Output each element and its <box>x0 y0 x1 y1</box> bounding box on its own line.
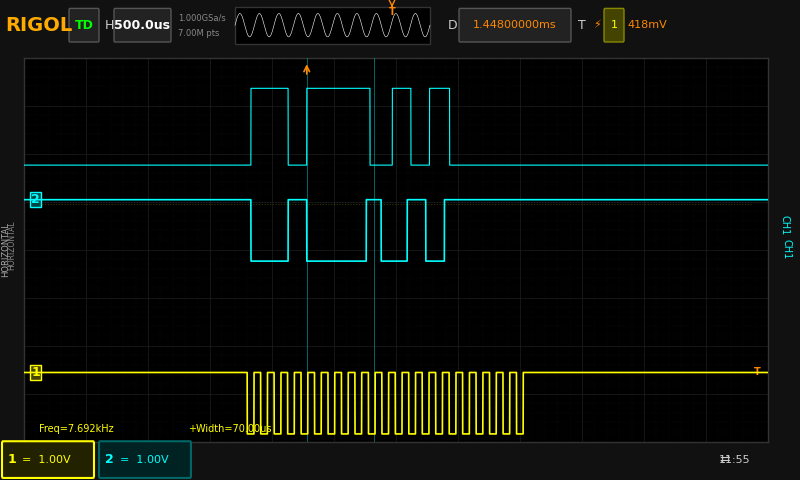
Text: 1: 1 <box>610 20 618 30</box>
FancyBboxPatch shape <box>69 8 99 42</box>
Text: T: T <box>754 368 761 377</box>
Text: 1: 1 <box>8 453 17 466</box>
Text: Freq=7.692kHz: Freq=7.692kHz <box>39 424 114 434</box>
Text: T: T <box>389 7 395 17</box>
FancyBboxPatch shape <box>2 441 94 478</box>
FancyBboxPatch shape <box>459 8 571 42</box>
FancyBboxPatch shape <box>604 8 624 42</box>
Text: CH1: CH1 <box>779 215 789 236</box>
Bar <box>235 7 430 44</box>
Text: D: D <box>448 19 458 32</box>
FancyBboxPatch shape <box>114 8 171 42</box>
Text: 418mV: 418mV <box>627 20 666 30</box>
Text: 1.000GSa/s: 1.000GSa/s <box>178 14 226 23</box>
Text: ⇌: ⇌ <box>719 453 730 466</box>
Text: 1.44800000ms: 1.44800000ms <box>473 20 557 30</box>
Text: 1: 1 <box>31 366 40 379</box>
Text: RIGOL: RIGOL <box>5 16 72 35</box>
Text: 2: 2 <box>31 193 40 206</box>
Text: +Width=70.00us: +Width=70.00us <box>188 424 271 434</box>
Text: 7.00M pts: 7.00M pts <box>178 29 219 38</box>
Text: HORIZONTAL: HORIZONTAL <box>1 222 10 277</box>
FancyBboxPatch shape <box>99 441 191 478</box>
Text: 11:55: 11:55 <box>718 455 750 465</box>
Text: =  1.00V: = 1.00V <box>120 455 169 465</box>
Text: H: H <box>105 19 114 32</box>
Text: T: T <box>578 19 586 32</box>
Text: 2: 2 <box>105 453 114 466</box>
Text: TD: TD <box>74 19 94 32</box>
Text: 500.0us: 500.0us <box>114 19 170 32</box>
Text: CH1: CH1 <box>782 240 792 260</box>
Text: ⚡: ⚡ <box>593 20 601 30</box>
Text: =  1.00V: = 1.00V <box>22 455 70 465</box>
Text: HORIZONTAL: HORIZONTAL <box>7 220 17 270</box>
